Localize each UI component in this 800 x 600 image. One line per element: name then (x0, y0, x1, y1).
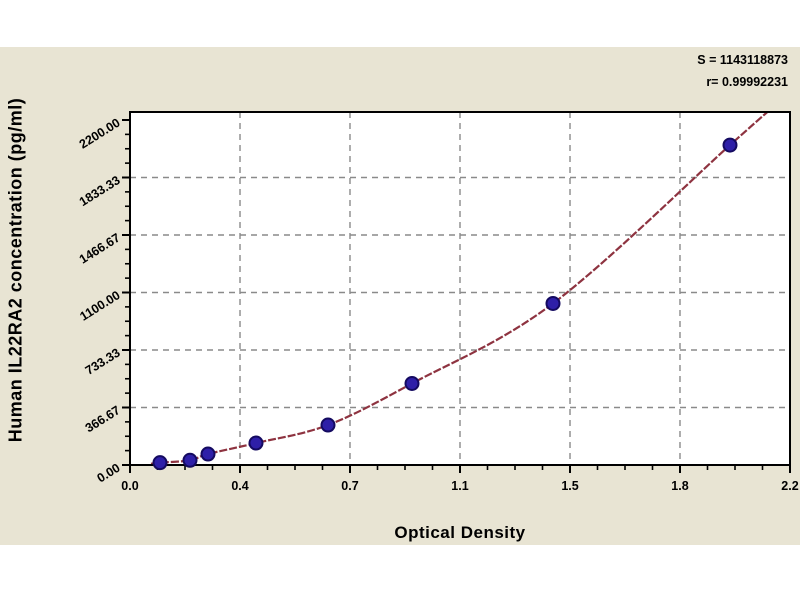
data-point-marker (248, 435, 264, 451)
fit-correlation-value: r= 0.99992231 (706, 75, 788, 89)
x-tick-label: 1.1 (451, 479, 468, 493)
data-point-marker (320, 417, 336, 433)
x-tick-label: 0.0 (121, 479, 138, 493)
y-tick-label: 2200.00 (77, 116, 123, 152)
x-axis-title: Optical Density (394, 523, 526, 542)
data-point-marker (182, 452, 198, 468)
data-point-marker (722, 137, 738, 153)
data-point-marker (200, 446, 216, 462)
fit-stderr-value: S = 1143118873 (697, 53, 788, 67)
x-tick-label: 2.2 (781, 479, 798, 493)
y-tick-label: 733.33 (83, 346, 123, 378)
x-tick-label: 1.5 (561, 479, 578, 493)
y-tick-label: 1100.00 (77, 288, 122, 323)
y-tick-label: 366.67 (83, 403, 123, 435)
data-point-marker (152, 455, 168, 471)
fit-statistics: S = 1143118873 r= 0.99992231 (697, 49, 788, 93)
y-tick-label: 0.00 (95, 461, 123, 486)
x-tick-label: 0.7 (341, 479, 358, 493)
data-point-marker (404, 375, 420, 391)
y-tick-label: 1466.67 (77, 231, 123, 267)
data-point-marker (545, 295, 561, 311)
y-tick-label: 1833.33 (77, 173, 123, 209)
x-tick-label: 0.4 (231, 479, 248, 493)
x-tick-label: 1.8 (671, 479, 688, 493)
